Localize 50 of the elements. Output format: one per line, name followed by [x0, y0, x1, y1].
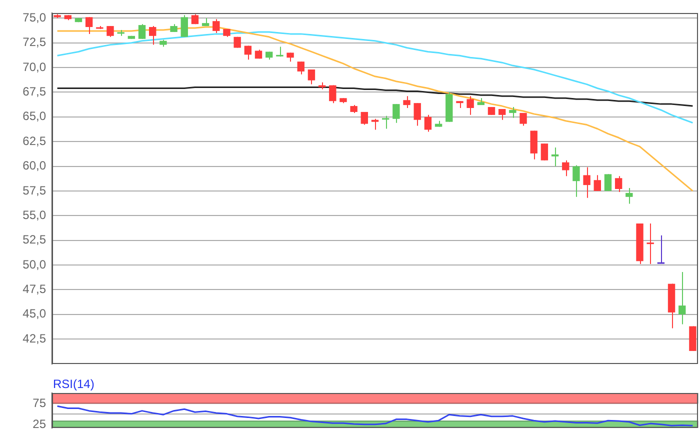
y-tick-label: 25	[32, 417, 46, 432]
candlestick	[138, 24, 146, 40]
candlestick	[85, 16, 93, 34]
chart-title: RSI(14)	[53, 377, 94, 391]
y-tick-label: 75,0	[22, 10, 46, 24]
candlestick	[403, 96, 410, 109]
y-tick-label: 60,0	[22, 158, 46, 173]
candlestick	[520, 112, 527, 126]
candlestick	[604, 174, 612, 192]
candlestick	[498, 108, 506, 120]
candlestick	[381, 115, 390, 130]
y-tick-label: 75	[32, 396, 46, 410]
y-tick-label: 47,5	[22, 282, 46, 296]
candlestick	[572, 164, 580, 198]
candlestick	[509, 106, 516, 118]
candlestick	[466, 96, 474, 116]
candlestick	[594, 174, 601, 192]
y-tick-label: 62,5	[22, 134, 46, 148]
candlestick	[530, 130, 538, 160]
candlestick	[414, 102, 421, 126]
candlestick	[244, 45, 252, 60]
candlestick	[656, 234, 666, 264]
candlestick	[149, 26, 156, 46]
candlestick	[562, 160, 570, 177]
y-tick-label: 67,5	[22, 84, 46, 99]
candlestick	[371, 118, 379, 130]
candlestick	[678, 271, 686, 325]
candlestick	[540, 143, 548, 161]
candlestick	[329, 84, 336, 104]
y-tick-label: 45,0	[22, 306, 46, 321]
candlestick	[297, 61, 304, 75]
candlestick	[392, 104, 400, 124]
candlestick	[551, 147, 559, 167]
y-tick-label: 70,0	[22, 60, 46, 74]
candlestick	[360, 111, 368, 126]
y-tick-label: 42,5	[22, 331, 46, 346]
candlestick	[212, 18, 220, 34]
candlestick	[106, 26, 114, 38]
candlestick	[308, 68, 316, 85]
candlestick	[614, 176, 622, 192]
y-tick-label: 72,5	[22, 35, 46, 50]
candlestick	[180, 14, 188, 38]
y-tick-label: 50,0	[22, 257, 46, 272]
y-tick-label: 65,0	[22, 109, 46, 124]
candlestick	[626, 188, 633, 204]
y-tick-label: 52,5	[22, 232, 46, 247]
y-tick-label: 57,5	[22, 183, 46, 198]
y-tick-label: 55,0	[22, 208, 46, 222]
candlestick	[424, 114, 432, 132]
candlestick	[583, 166, 590, 198]
